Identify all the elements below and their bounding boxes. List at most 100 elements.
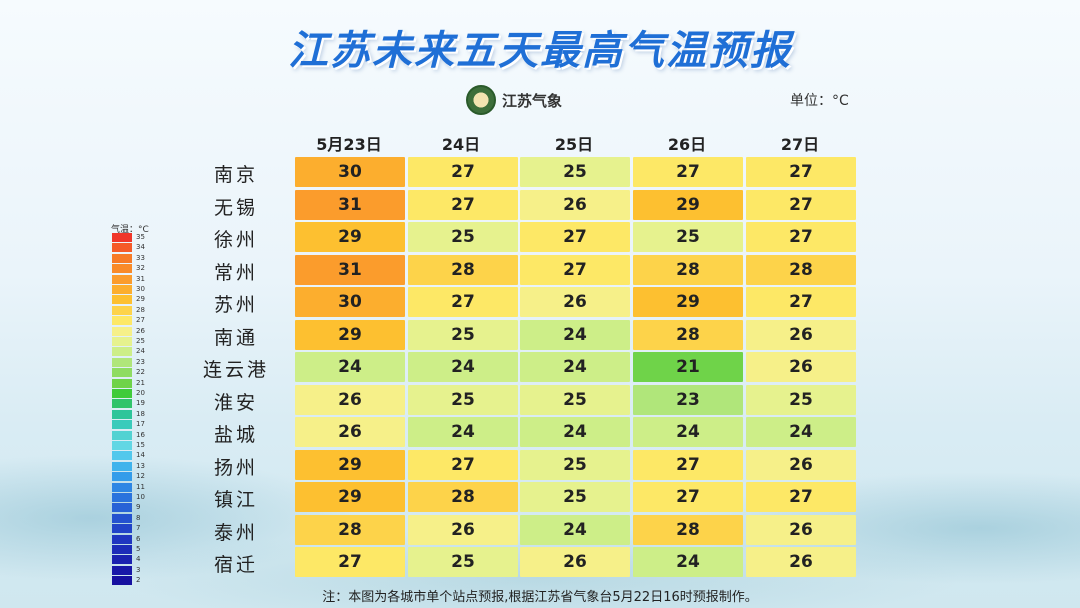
scale-label: 7 <box>136 524 141 533</box>
temperature-cell: 29 <box>633 287 743 317</box>
temperature-cell: 30 <box>295 157 405 187</box>
temperature-cell: 29 <box>295 482 405 512</box>
temperature-cell: 30 <box>295 287 405 317</box>
temperature-cell: 26 <box>520 189 630 220</box>
temperature-cell: 28 <box>408 254 518 285</box>
scale-label: 4 <box>136 555 141 564</box>
temperature-cell: 28 <box>633 254 743 285</box>
scale-swatch <box>112 555 132 565</box>
scale-swatch <box>112 347 132 357</box>
scale-swatch <box>112 274 132 284</box>
scale-label: 8 <box>136 513 141 522</box>
scale-label: 33 <box>136 253 145 262</box>
temperature-cell: 24 <box>633 547 743 577</box>
jiangsu-meteorology-logo-icon <box>466 85 496 115</box>
scale-label: 35 <box>136 233 145 241</box>
city-label: 南通 <box>213 326 258 349</box>
temperature-cell: 25 <box>520 384 630 415</box>
temperature-cell: 25 <box>408 547 518 577</box>
scale-swatch <box>112 545 132 554</box>
scale-label: 28 <box>136 305 145 314</box>
temperature-cell: 27 <box>746 157 856 187</box>
city-label: 南京 <box>213 164 258 186</box>
scale-swatch <box>112 565 132 575</box>
temperature-cell: 27 <box>633 449 743 480</box>
column-header-day4: 26日 <box>667 135 707 154</box>
city-label: 徐州 <box>213 229 258 251</box>
scale-label: 31 <box>136 274 145 283</box>
scale-swatch <box>112 493 132 502</box>
scale-swatch <box>112 472 132 482</box>
temperature-cell: 28 <box>408 482 518 512</box>
scale-swatch <box>112 368 132 378</box>
temperature-cell: 24 <box>746 417 856 447</box>
brand: 江苏气象 <box>466 84 562 116</box>
temperature-cell: 28 <box>633 319 743 350</box>
temperature-cell: 29 <box>295 222 405 252</box>
temperature-cell: 25 <box>520 157 630 187</box>
temperature-cell: 26 <box>295 417 405 447</box>
city-label: 常州 <box>213 261 258 284</box>
scale-label: 16 <box>136 430 145 439</box>
temperature-cell: 26 <box>746 449 856 480</box>
temperature-cell: 26 <box>520 547 630 577</box>
scale-label: 26 <box>136 326 145 335</box>
temperature-cell: 25 <box>520 482 630 512</box>
scale-label: 9 <box>136 503 141 512</box>
temperature-cell: 26 <box>520 287 630 317</box>
column-header-day5: 27日 <box>780 135 820 154</box>
brand-name: 江苏气象 <box>502 91 563 110</box>
temperature-cell: 26 <box>746 547 856 577</box>
temperature-cell: 26 <box>408 514 518 545</box>
temperature-cell: 25 <box>633 222 743 252</box>
column-header-day2: 24日 <box>441 135 481 154</box>
scale-label: 10 <box>136 493 145 501</box>
scale-label: 22 <box>136 368 145 377</box>
city-label: 泰州 <box>213 521 258 544</box>
temperature-cell: 27 <box>295 547 405 577</box>
scale-label: 5 <box>136 545 141 553</box>
temperature-cell: 27 <box>408 449 518 480</box>
temperature-cell: 27 <box>408 287 518 317</box>
temperature-cell: 24 <box>520 514 630 545</box>
scale-swatch <box>112 357 132 367</box>
city-label: 盐城 <box>213 424 258 446</box>
temperature-cell: 31 <box>295 254 405 285</box>
column-header-day3: 25日 <box>554 135 594 154</box>
temperature-cell: 31 <box>295 189 405 220</box>
scale-label: 29 <box>136 295 145 304</box>
temperature-cell: 28 <box>295 514 405 545</box>
scale-label: 12 <box>136 472 145 481</box>
temperature-cell: 25 <box>408 384 518 415</box>
scale-swatch <box>112 378 132 388</box>
scale-swatch <box>112 503 132 513</box>
temperature-cell: 24 <box>520 319 630 350</box>
scale-swatch <box>112 285 132 294</box>
scale-label: 2 <box>136 576 141 585</box>
scale-label: 20 <box>136 389 145 397</box>
temperature-cell: 27 <box>746 222 856 252</box>
temperature-cell: 25 <box>408 319 518 350</box>
city-label: 无锡 <box>213 196 258 219</box>
scale-swatch <box>112 399 132 409</box>
temperature-cell: 27 <box>746 189 856 220</box>
scale-label: 19 <box>136 399 145 408</box>
temperature-cell: 24 <box>408 352 518 382</box>
temperature-cell: 29 <box>295 319 405 350</box>
scale-swatch <box>112 316 132 326</box>
scale-label: 18 <box>136 409 145 418</box>
scale-label: 15 <box>136 441 145 449</box>
temperature-cell: 27 <box>408 157 518 187</box>
temperature-cell: 27 <box>746 287 856 317</box>
scale-swatch <box>112 534 132 544</box>
scale-swatch <box>112 451 132 461</box>
scale-swatch <box>112 420 132 430</box>
temperature-cell: 29 <box>633 189 743 220</box>
temperature-cell: 28 <box>746 254 856 285</box>
scale-swatch <box>112 461 132 471</box>
scale-label: 23 <box>136 357 145 366</box>
temperature-cell: 24 <box>295 352 405 382</box>
scale-label: 6 <box>136 534 141 543</box>
temperature-cell: 26 <box>295 384 405 415</box>
city-label: 淮安 <box>213 391 258 414</box>
